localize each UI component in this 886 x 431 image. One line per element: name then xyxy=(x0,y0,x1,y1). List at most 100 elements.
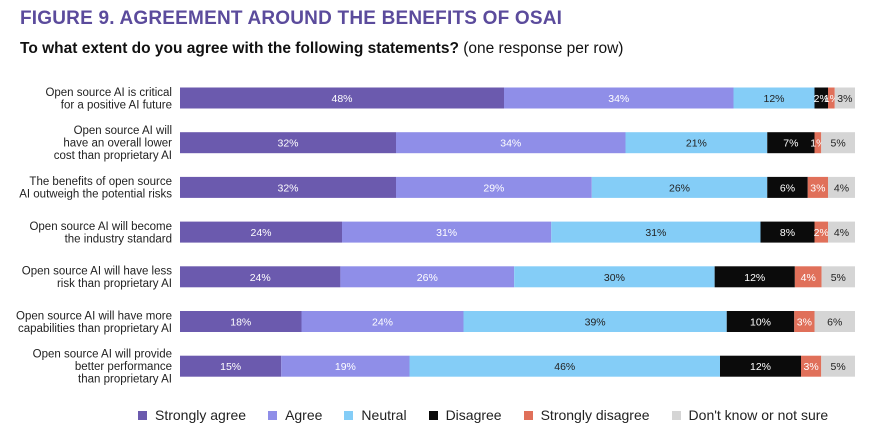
data-label: 12% xyxy=(744,272,765,284)
legend-label: Strongly disagree xyxy=(540,407,650,423)
bar-segment-agree xyxy=(281,355,410,377)
data-label: 31% xyxy=(436,227,457,239)
bar-segment-strongly-agree xyxy=(180,132,396,154)
row-label-line: Open source AI will have less xyxy=(22,266,172,278)
bar-segment-strongly-disagree xyxy=(801,355,822,377)
chart-row: Open source AI will have morecapabilitie… xyxy=(16,310,855,335)
bar-segment-strongly-disagree xyxy=(794,311,815,332)
data-label: 32% xyxy=(277,138,298,150)
row-label-line: Open source AI will provide xyxy=(33,349,172,361)
data-label: 15% xyxy=(220,361,241,373)
data-label: 24% xyxy=(372,317,393,329)
bar-segment-neutral xyxy=(463,311,727,332)
legend-swatch xyxy=(268,410,278,420)
row-label-line: the industry standard xyxy=(65,233,172,245)
data-label: 34% xyxy=(608,93,629,105)
row-label-line: cost than proprietary AI xyxy=(54,150,172,162)
legend-item: Don't know or not sure xyxy=(671,407,829,423)
legend-swatch xyxy=(344,410,354,420)
bar-segment-strongly-agree xyxy=(180,176,396,198)
data-label: 32% xyxy=(277,182,298,194)
data-label: 48% xyxy=(331,93,352,105)
data-label: 6% xyxy=(780,182,795,194)
bar-segment-strongly-agree xyxy=(180,355,282,377)
bar-segment-dont-know xyxy=(821,132,855,154)
figure-title: FIGURE 9. AGREEMENT AROUND THE BENEFITS … xyxy=(20,8,563,29)
bar-segment-strongly-agree xyxy=(180,266,341,288)
row-label-line: Open source AI will have more xyxy=(16,310,172,322)
row-label-line: than proprietary AI xyxy=(78,374,172,386)
data-label: 26% xyxy=(417,272,438,284)
row-label-line: better performance xyxy=(75,361,172,373)
data-label: 12% xyxy=(750,361,771,373)
data-label: 4% xyxy=(834,227,849,239)
bar-segment-disagree xyxy=(760,221,815,243)
bar-segment-dont-know xyxy=(828,176,855,198)
data-label: 12% xyxy=(763,93,784,105)
data-label: 24% xyxy=(250,227,271,239)
row-label-line: risk than proprietary AI xyxy=(57,278,172,290)
bar-segment-strongly-disagree xyxy=(828,87,835,109)
legend-swatch xyxy=(671,410,681,420)
data-label: 19% xyxy=(335,361,356,373)
legend-item: Strongly disagree xyxy=(523,407,650,423)
bar-segment-neutral xyxy=(625,132,768,154)
data-label: 5% xyxy=(831,272,846,284)
chart-legend: Strongly agree Agree Neutral Disagree Strong… xyxy=(138,407,828,423)
data-label: 26% xyxy=(669,182,690,194)
bar-segment-disagree xyxy=(814,87,828,109)
bar-segment-agree xyxy=(396,132,626,154)
data-label: 10% xyxy=(750,317,771,329)
data-label: 34% xyxy=(500,138,521,150)
bar-segment-strongly-disagree xyxy=(807,176,828,198)
data-label: 46% xyxy=(554,361,575,373)
row-label-line: for a positive AI future xyxy=(61,99,172,111)
legend-label: Don't know or not sure xyxy=(688,407,829,423)
bar-segment-agree xyxy=(396,176,592,198)
question-note: (one response per row) xyxy=(458,40,624,57)
bar-segment-dont-know xyxy=(821,355,855,377)
bar-segment-neutral xyxy=(551,221,761,243)
data-label: 30% xyxy=(604,272,625,284)
bar-segment-disagree xyxy=(726,311,795,332)
data-label: 39% xyxy=(585,317,606,329)
legend-item: Agree xyxy=(268,407,322,423)
bar-segment-dont-know xyxy=(814,311,855,332)
bar-segment-strongly-disagree xyxy=(814,221,828,243)
bar-segment-neutral xyxy=(733,87,815,109)
bar-segment-neutral xyxy=(409,355,720,377)
data-label: 8% xyxy=(780,227,795,239)
data-label: 3% xyxy=(797,317,812,329)
legend-label: Strongly agree xyxy=(155,407,247,423)
question-bold: To what extent do you agree with the fol… xyxy=(20,40,459,57)
row-label-line: Open source AI will become xyxy=(29,221,172,233)
data-label: 4% xyxy=(834,182,849,194)
chart-question: To what extent do you agree with the fol… xyxy=(20,40,623,58)
bar-segment-strongly-disagree xyxy=(814,132,822,154)
bar-segment-agree xyxy=(340,266,515,288)
data-label: 7% xyxy=(783,138,798,150)
legend-swatch xyxy=(428,410,438,420)
legend-item: Neutral xyxy=(344,407,407,423)
bar-segment-agree xyxy=(504,87,734,109)
bar-segment-neutral xyxy=(591,176,768,198)
legend-swatch xyxy=(523,410,533,420)
data-label: 3% xyxy=(804,361,819,373)
data-label: 5% xyxy=(831,138,846,150)
data-label: 21% xyxy=(686,138,707,150)
data-label: 31% xyxy=(645,227,666,239)
bar-segment-strongly-disagree xyxy=(794,266,822,288)
data-label: 29% xyxy=(483,182,504,194)
data-label: 2% xyxy=(814,227,829,239)
bar-segment-disagree xyxy=(720,355,801,377)
row-label-line: Open source AI is critical xyxy=(45,87,172,99)
legend-swatch xyxy=(138,410,147,420)
bar-segment-dont-know xyxy=(821,266,855,288)
row-label-line: The benefits of open source xyxy=(29,176,172,188)
